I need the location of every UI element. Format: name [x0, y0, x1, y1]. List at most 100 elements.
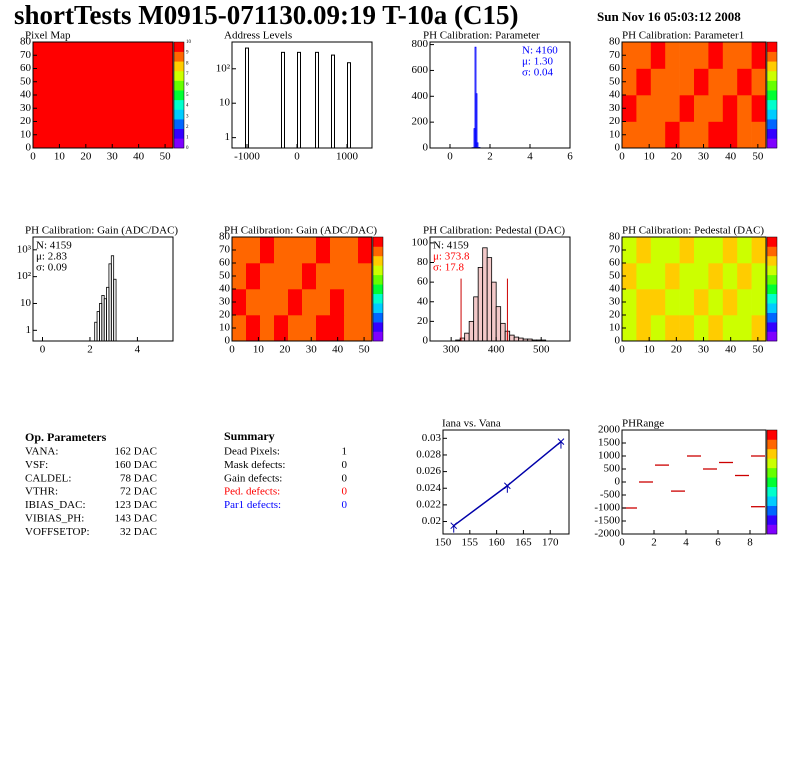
x-tick-label: 1000	[336, 151, 359, 163]
colorbar-label: 7	[186, 72, 189, 77]
heatmap-cell	[694, 121, 709, 149]
colorbar-swatch	[373, 284, 383, 295]
y-tick-label: 30	[219, 296, 231, 308]
heatmap-cell	[344, 237, 359, 264]
colorbar-swatch	[174, 70, 184, 81]
colorbar-swatch	[767, 505, 777, 516]
colorbar-swatch	[373, 303, 383, 313]
y-tick-label: 10	[219, 97, 231, 109]
y-tick-label: 70	[20, 49, 32, 61]
colorbar-swatch	[373, 255, 383, 266]
y-tick-label: 400	[412, 90, 429, 102]
heatmap-cell	[708, 68, 724, 96]
y-tick-label: 60	[219, 257, 231, 269]
colorbar-swatch	[767, 237, 777, 247]
heatmap-cell	[650, 315, 666, 342]
spike	[297, 51, 301, 149]
heatmap-cell	[751, 68, 767, 96]
x-tick-label: 30	[698, 344, 710, 356]
histogram-bar	[475, 93, 478, 149]
frame	[442, 429, 570, 535]
heatmap-cell	[708, 289, 724, 316]
colorbar-swatch	[174, 61, 184, 72]
colorbar-frame	[173, 41, 185, 149]
colorbar-swatch	[174, 80, 184, 91]
param-value: 162 DAC	[115, 446, 157, 458]
date: Sun Nov 16 05:03:12 2008	[597, 9, 741, 24]
heatmap-cell	[737, 263, 752, 290]
colorbar-frame	[766, 41, 778, 149]
colorbar-swatch	[373, 265, 383, 276]
colorbar-swatch	[767, 524, 777, 535]
heatmap-cell	[708, 263, 724, 290]
heatmap-cell	[708, 237, 724, 264]
heatmap-cell	[246, 263, 261, 290]
heatmap-cell	[330, 315, 345, 342]
heatmap-cell	[622, 121, 637, 149]
heatmap-cell	[665, 237, 680, 264]
heatmap-cell	[316, 237, 331, 264]
summary-value: 0	[342, 486, 348, 498]
colorbar-swatch	[373, 312, 383, 323]
y-tick-label: 10	[20, 128, 32, 140]
summary-label: Mask defects:	[224, 459, 285, 471]
x-tick-label: 20	[671, 344, 683, 356]
y-tick-label: 30	[609, 102, 621, 114]
heatmap-cell	[622, 315, 637, 342]
heatmap-cell	[751, 121, 767, 149]
heatmap-cell	[694, 42, 709, 69]
x-tick-label: 0	[619, 151, 625, 163]
x-tick-label: 20	[279, 344, 291, 356]
y-tick-label: 0	[225, 335, 231, 347]
heatmap-cell	[232, 315, 247, 342]
colorbar-frame	[766, 429, 778, 535]
x-tick-label: 0	[294, 151, 300, 163]
colorbar-swatch	[767, 284, 777, 295]
heatmap-cell	[288, 289, 303, 316]
colorbar-swatch	[174, 42, 184, 52]
colorbar-swatch	[174, 119, 184, 130]
y-tick-label: 80	[609, 36, 621, 48]
heatmap-cell	[636, 95, 652, 122]
heatmap-cell	[679, 68, 695, 96]
spike	[281, 51, 285, 149]
y-tick-label: 40	[609, 283, 621, 295]
heatmap-cell	[636, 315, 652, 342]
data-point	[503, 482, 511, 493]
param-value: 72 DAC	[120, 486, 157, 498]
y-tick-label: 30	[20, 102, 32, 114]
heatmap-cell	[665, 289, 680, 316]
param-label: VANA:	[25, 446, 58, 458]
heatmap-cell	[694, 237, 709, 264]
y-tick-label: 20	[20, 115, 32, 127]
colorbar-swatch	[174, 128, 184, 139]
x-tick-label: 150	[435, 537, 452, 549]
summary-label: Dead Pixels:	[224, 446, 280, 458]
y-tick-label: 70	[219, 244, 231, 256]
colorbar-label: 2	[186, 125, 189, 130]
x-tick-label: 30	[107, 151, 119, 163]
heatmap-cell	[260, 237, 275, 264]
y-tick-label: 1500	[598, 437, 621, 449]
y-tick-label: 800	[412, 38, 429, 50]
colorbar-swatch	[373, 293, 383, 304]
heatmap-cell	[737, 121, 752, 149]
param-label: CALDEL:	[25, 472, 71, 484]
stats-text: N: 4160	[522, 45, 558, 57]
colorbar-swatch	[767, 274, 777, 285]
panel-title: PHRange	[622, 418, 664, 430]
colorbar-frame	[766, 236, 778, 342]
heatmap-cell	[274, 263, 289, 290]
x-tick-label: 0	[229, 344, 235, 356]
heatmap-cell	[636, 237, 652, 264]
y-tick-label: 10³	[17, 243, 32, 255]
colorbar-swatch	[767, 458, 777, 469]
x-tick-label: 30	[698, 151, 710, 163]
panel-title: PH Calibration: Pedestal (DAC)	[622, 225, 764, 237]
heatmap-cell	[751, 263, 767, 290]
x-tick-label: 0	[30, 151, 36, 163]
params-title: Op. Parameters	[25, 430, 107, 444]
colorbar-label: 3	[186, 114, 189, 119]
heatmap-cell	[622, 237, 637, 264]
y-tick-label: 10	[219, 322, 231, 334]
